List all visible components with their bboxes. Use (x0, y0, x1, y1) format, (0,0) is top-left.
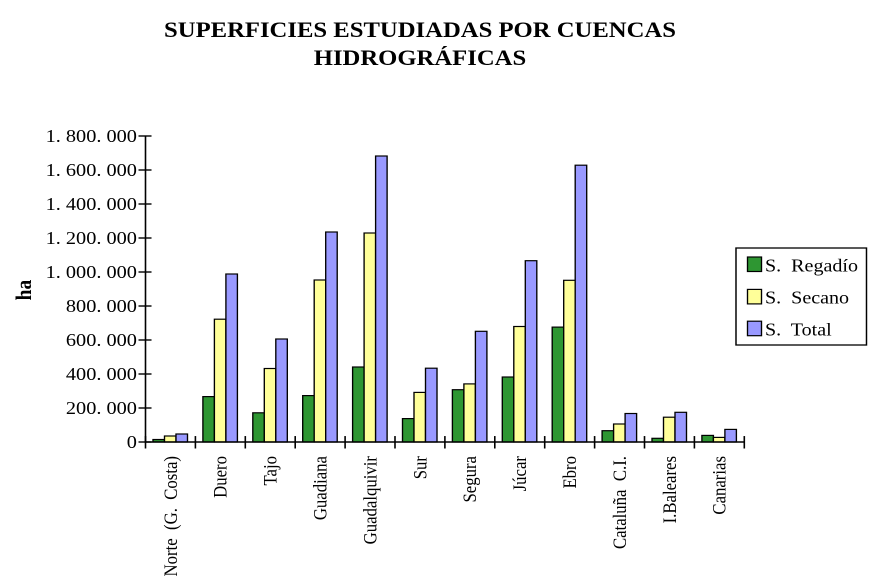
svg-text:S. Regadío: S. Regadío (765, 257, 858, 277)
svg-text:HIDROGRÁFICAS: HIDROGRÁFICAS (314, 46, 526, 70)
svg-text:1. 200. 000: 1. 200. 000 (46, 229, 137, 249)
svg-text:Cataluña C.I.: Cataluña C.I. (609, 456, 630, 549)
svg-text:600. 000: 600. 000 (66, 331, 137, 351)
svg-text:S. Total: S. Total (765, 320, 832, 340)
svg-text:400. 000: 400. 000 (66, 365, 137, 385)
svg-text:800. 000: 800. 000 (66, 297, 137, 317)
svg-text:S. Secano: S. Secano (765, 289, 849, 309)
svg-text:I.Baleares: I.Baleares (659, 456, 680, 523)
svg-text:1. 000. 000: 1. 000. 000 (46, 263, 137, 283)
svg-text:0: 0 (127, 433, 137, 453)
svg-text:Sur: Sur (409, 456, 430, 479)
svg-text:Guadalquivir: Guadalquivir (359, 456, 380, 544)
svg-text:1. 800. 000: 1. 800. 000 (46, 127, 137, 147)
svg-text:Duero: Duero (210, 456, 231, 498)
svg-text:ha: ha (11, 279, 36, 300)
svg-text:1. 400. 000: 1. 400. 000 (46, 195, 137, 215)
svg-text:Ebro: Ebro (559, 456, 580, 489)
svg-text:Júcar: Júcar (509, 456, 530, 491)
svg-text:Guadiana: Guadiana (310, 456, 331, 520)
svg-text:Norte (G. Costa): Norte (G. Costa) (160, 456, 182, 576)
svg-text:Segura: Segura (459, 456, 480, 503)
svg-text:Canarias: Canarias (709, 456, 730, 515)
svg-text:Tajo: Tajo (260, 456, 281, 486)
svg-text:1. 600. 000: 1. 600. 000 (46, 161, 137, 181)
svg-text:200. 000: 200. 000 (66, 399, 137, 419)
svg-text:SUPERFICIES ESTUDIADAS POR CUE: SUPERFICIES ESTUDIADAS POR CUENCAS (164, 18, 676, 42)
